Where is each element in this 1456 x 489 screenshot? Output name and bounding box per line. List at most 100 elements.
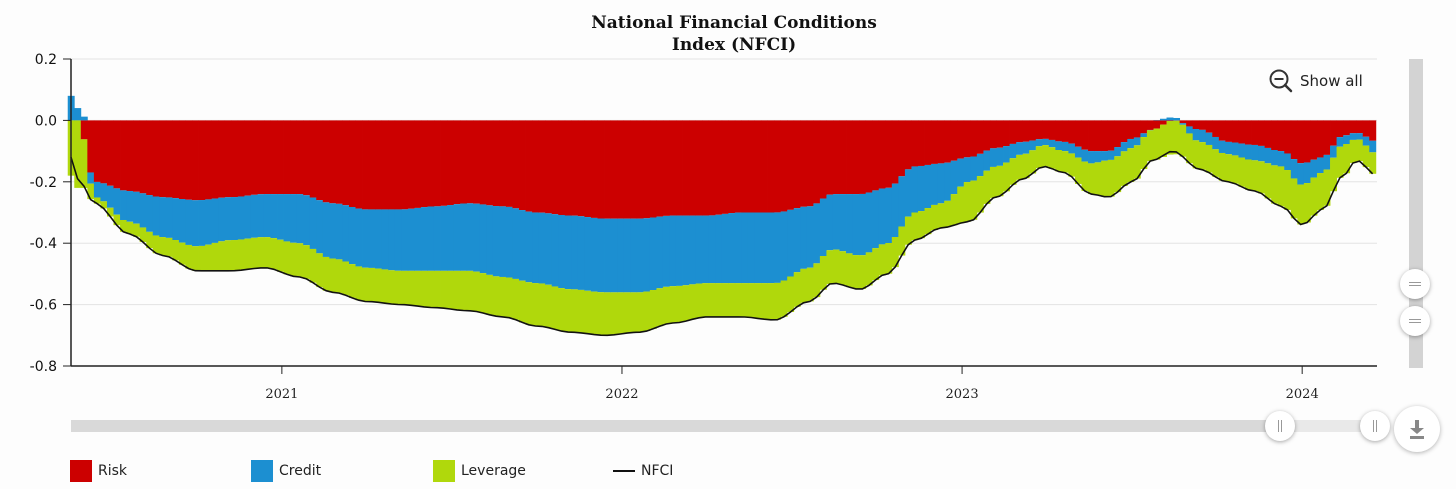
leverage-bar <box>80 139 88 188</box>
risk-bar <box>100 120 108 184</box>
vertical-scroll-handle-top[interactable] <box>1400 269 1430 299</box>
credit-bar <box>133 191 141 224</box>
credit-bar <box>623 218 631 293</box>
risk-bar <box>898 120 906 177</box>
x-tick-label: 2022 <box>605 387 638 402</box>
credit-bar <box>839 194 847 252</box>
credit-bar <box>551 214 559 287</box>
credit-bar <box>1029 140 1037 151</box>
credit-bar <box>120 190 127 220</box>
leverage-bar <box>682 285 690 322</box>
risk-bar <box>800 120 808 207</box>
risk-bar <box>519 120 526 211</box>
legend-item-risk[interactable]: Risk <box>70 458 127 484</box>
risk-bar <box>865 120 873 193</box>
credit-bar <box>1316 157 1324 174</box>
risk-bar <box>440 120 448 206</box>
risk-bar <box>1146 120 1154 130</box>
leverage-bar <box>335 259 343 294</box>
leverage-bar <box>270 238 278 270</box>
risk-bar <box>1107 120 1115 151</box>
leverage-bar <box>146 231 154 249</box>
credit-bar <box>479 204 487 274</box>
horizontal-scrollbar-selection[interactable] <box>1279 420 1375 432</box>
risk-bar <box>1369 120 1377 141</box>
leverage-bar <box>754 283 762 319</box>
credit-bar <box>492 206 500 277</box>
download-button[interactable] <box>1394 406 1440 452</box>
risk-bar <box>636 120 644 219</box>
credit-bar <box>1323 154 1331 170</box>
legend-item-credit[interactable]: Credit <box>251 458 321 484</box>
leverage-bar <box>761 283 768 320</box>
leverage-bar <box>1330 157 1337 192</box>
vertical-scroll-handle-bottom[interactable] <box>1400 306 1430 336</box>
legend-item-leverage[interactable]: Leverage <box>433 458 526 484</box>
risk-bar <box>191 120 199 201</box>
leverage-bar <box>401 270 409 305</box>
credit-bar <box>368 209 376 268</box>
leverage-bar <box>1251 160 1259 192</box>
show-all-button[interactable]: Show all <box>1268 68 1363 94</box>
leverage-bar <box>198 245 206 271</box>
leverage-bar <box>669 286 677 324</box>
leverage-bar <box>617 292 625 334</box>
credit-bar <box>590 217 598 292</box>
leverage-bar <box>800 268 808 303</box>
leverage-bar <box>976 176 984 213</box>
risk-bar <box>846 120 853 195</box>
risk-bar <box>996 120 1004 148</box>
credit-bar <box>198 200 206 246</box>
credit-bar <box>1088 151 1095 164</box>
leverage-bar <box>1120 151 1128 186</box>
risk-bar <box>1186 120 1194 127</box>
legend-item-nfci[interactable]: NFCI <box>613 458 673 484</box>
risk-bar <box>277 120 284 195</box>
risk-bar <box>597 120 605 219</box>
risk-bar <box>924 120 932 165</box>
risk-bar <box>1081 120 1089 150</box>
leverage-bar <box>362 267 369 302</box>
risk-bar <box>375 120 383 210</box>
leverage-bar <box>453 270 461 310</box>
leverage-bar <box>133 223 141 237</box>
credit-bar <box>1290 159 1298 179</box>
risk-bar <box>793 120 801 209</box>
credit-bar <box>787 209 795 277</box>
leverage-bar <box>407 270 415 306</box>
leverage-bar <box>1284 170 1292 210</box>
risk-bar <box>675 120 683 216</box>
leverage-bar <box>911 212 919 241</box>
risk-bar <box>604 120 611 219</box>
scroll-handle-left[interactable] <box>1265 411 1295 441</box>
horizontal-scrollbar-track[interactable] <box>71 420 1383 432</box>
risk-bar <box>839 120 847 195</box>
credit-bar <box>348 206 356 265</box>
leverage-bar <box>721 283 729 317</box>
credit-bar <box>1159 118 1167 121</box>
credit-bar <box>715 214 723 284</box>
credit-bar <box>558 214 566 289</box>
leverage-bar <box>126 221 134 235</box>
leverage-bar <box>931 204 939 231</box>
risk-bar <box>1343 120 1351 136</box>
scroll-handle-right[interactable] <box>1360 411 1390 441</box>
leverage-bar <box>1133 145 1141 179</box>
credit-bar <box>708 215 716 284</box>
credit-bar <box>636 218 644 293</box>
leverage-bar <box>636 292 644 333</box>
credit-bar <box>1205 132 1213 145</box>
risk-bar <box>885 120 893 188</box>
credit-bar <box>695 215 703 284</box>
credit-bar <box>832 194 840 250</box>
credit-bar <box>191 200 199 247</box>
risk-bar <box>290 120 298 195</box>
risk-bar <box>859 120 867 194</box>
risk-bar <box>479 120 487 205</box>
leverage-bar <box>1238 157 1246 187</box>
risk-bar <box>270 120 278 195</box>
risk-bar <box>152 120 160 197</box>
credit-bar <box>1003 146 1010 163</box>
leverage-bar <box>859 255 867 289</box>
leverage-bar <box>963 182 971 222</box>
